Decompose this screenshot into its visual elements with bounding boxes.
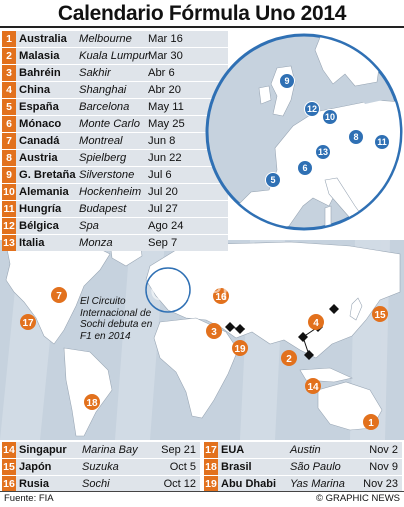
race-row: 6 Mónaco Monte Carlo May 25 — [2, 116, 228, 132]
watermark: GRAPHIC NEWS — [150, 276, 348, 306]
race-row: 17 EUA Austin Nov 2 — [204, 442, 402, 458]
svg-text:3: 3 — [211, 327, 217, 338]
race-row: 13 Italia Monza Sep 7 — [2, 235, 228, 251]
race-row: 14 Singapur Marina Bay Sep 21 — [2, 442, 200, 458]
marker-18: 18 — [84, 394, 100, 410]
svg-text:13: 13 — [318, 147, 328, 157]
race-row: 4 China Shanghai Abr 20 — [2, 82, 228, 98]
marker-1: 1 — [363, 414, 379, 430]
marker-11: 11 — [374, 134, 390, 150]
svg-text:14: 14 — [307, 382, 319, 393]
marker-5: 5 — [265, 172, 281, 188]
svg-text:7: 7 — [56, 291, 62, 302]
svg-text:11: 11 — [377, 137, 387, 147]
race-row: 16 Rusia Sochi Oct 12 — [2, 476, 200, 492]
svg-text:6: 6 — [302, 163, 307, 173]
race-list-bottom-right: 17 EUA Austin Nov 2 18 Brasil São Paulo Nov 9 … — [204, 442, 402, 493]
race-row: 11 Hungría Budapest Jul 27 — [2, 201, 228, 217]
svg-text:19: 19 — [234, 344, 246, 355]
svg-text:16: 16 — [215, 292, 227, 303]
race-row: 8 Austria Spielberg Jun 22 — [2, 150, 228, 166]
europe-inset-map: 9 12 10 8 11 6 13 5 — [205, 33, 403, 231]
marker-6: 6 — [297, 160, 313, 176]
race-row: 2 Malasia Kuala Lumpur Mar 30 — [2, 48, 228, 64]
race-list: 1 Australia Melbourne Mar 16 2 Malasia Kuala … — [2, 31, 228, 252]
svg-text:18: 18 — [86, 398, 98, 409]
marker-19: 19 — [232, 340, 248, 356]
race-row: 9 G. Bretaña Silverstone Jul 6 — [2, 167, 228, 183]
marker-2: 2 — [281, 350, 297, 366]
race-row: 7 Canadá Montreal Jun 8 — [2, 133, 228, 149]
sochi-note: El Circuito Internacional de Sochi debut… — [80, 296, 153, 342]
footer-rule — [0, 491, 404, 492]
marker-8: 8 — [348, 129, 364, 145]
race-row: 19 Abu Dhabi Yas Marina Nov 23 — [204, 476, 402, 492]
title-rule — [0, 26, 404, 28]
svg-text:17: 17 — [22, 318, 34, 329]
marker-14: 14 — [305, 378, 321, 394]
race-row: 5 España Barcelona May 11 — [2, 99, 228, 115]
credit: © GRAPHIC NEWS — [315, 493, 400, 504]
world-markers: 7 17 16 3 19 4 15 2 14 18 1 — [20, 287, 388, 430]
svg-text:4: 4 — [313, 318, 319, 329]
japan — [349, 297, 363, 321]
svg-text:2: 2 — [286, 354, 292, 365]
marker-7: 7 — [51, 287, 67, 303]
marker-17: 17 — [20, 314, 36, 330]
race-row: 12 Bélgica Spa Ago 24 — [2, 218, 228, 234]
marker-4: 4 — [308, 314, 324, 330]
page-title: Calendario Fórmula Uno 2014 — [57, 2, 347, 25]
marker-15: 15 — [372, 306, 388, 322]
svg-text:1: 1 — [368, 418, 374, 429]
race-row: 18 Brasil São Paulo Nov 9 — [204, 459, 402, 475]
race-list-bottom-left: 14 Singapur Marina Bay Sep 21 15 Japón Suzuka… — [2, 442, 200, 493]
race-row: 1 Australia Melbourne Mar 16 — [2, 31, 228, 47]
race-row: 10 Alemania Hockenheim Jul 20 — [2, 184, 228, 200]
svg-text:5: 5 — [270, 175, 275, 185]
race-row: 3 Bahréin Sakhir Abr 6 — [2, 65, 228, 81]
marker-16: 16 — [213, 288, 229, 304]
marker-12: 12 — [304, 101, 320, 117]
svg-text:10: 10 — [325, 112, 335, 122]
marker-10: 10 — [322, 109, 338, 125]
race-row: 15 Japón Suzuka Oct 5 — [2, 459, 200, 475]
africa — [153, 317, 239, 419]
svg-text:12: 12 — [307, 104, 317, 114]
svg-text:9: 9 — [284, 76, 289, 86]
marker-9: 9 — [279, 73, 295, 89]
south-america — [63, 347, 113, 437]
source-note: Fuente: FIA — [4, 493, 54, 504]
marker-3: 3 — [206, 323, 222, 339]
marker-13: 13 — [315, 144, 331, 160]
svg-text:8: 8 — [353, 132, 358, 142]
svg-text:15: 15 — [374, 310, 386, 321]
